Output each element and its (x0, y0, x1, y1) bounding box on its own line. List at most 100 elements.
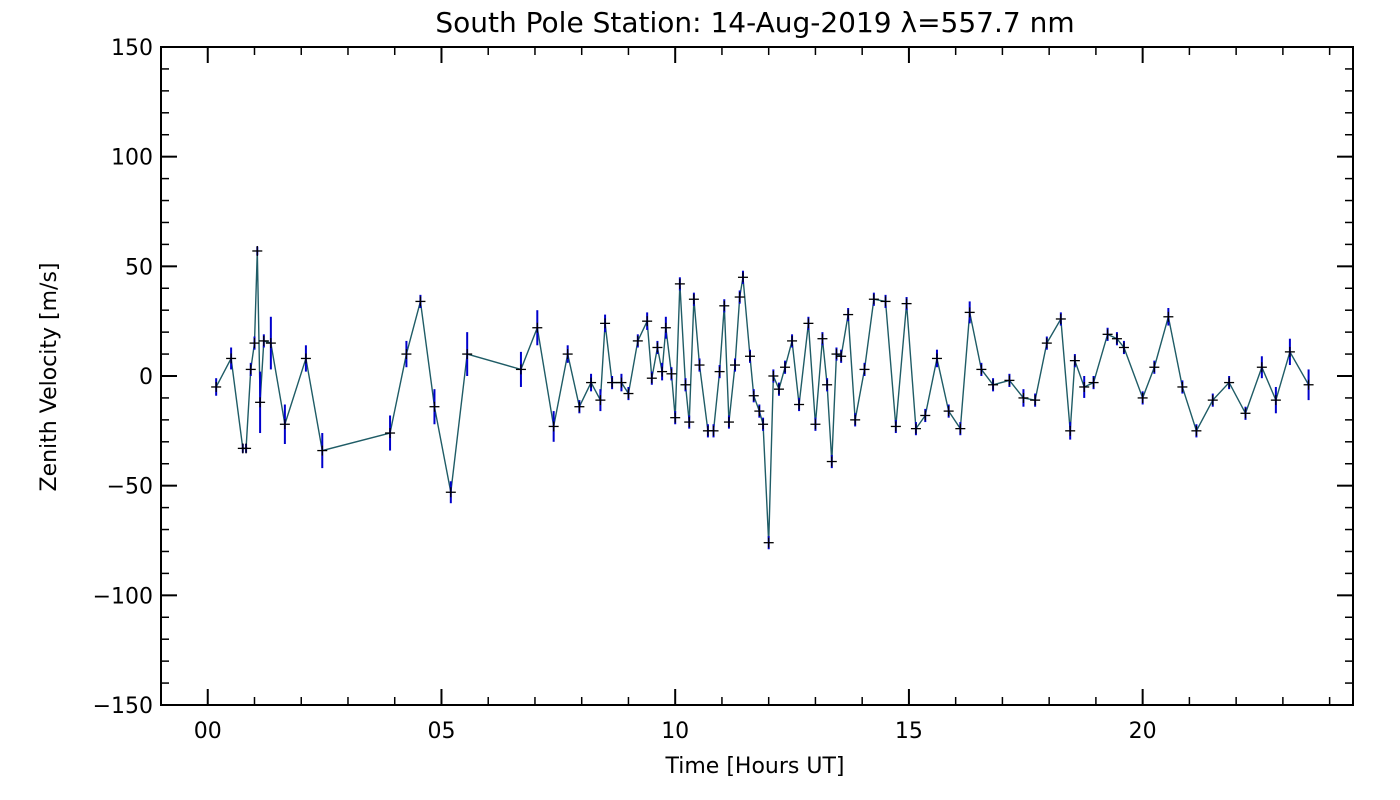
data-point-marker (265, 338, 276, 349)
data-point-marker (462, 349, 473, 360)
data-point-marker (642, 316, 653, 327)
data-point-marker (574, 401, 585, 412)
data-point-marker (670, 412, 681, 423)
x-tick-label: 15 (895, 719, 923, 744)
data-point-marker (652, 342, 663, 353)
data-point-marker (252, 245, 263, 256)
data-point-marker (258, 335, 269, 346)
data-point-marker (868, 294, 879, 305)
data-point-marker (226, 353, 237, 364)
data-point-marker (1018, 392, 1029, 403)
series-line (215, 250, 1310, 543)
data-point-marker (810, 419, 821, 430)
data-point-marker (843, 309, 854, 320)
data-point-marker (964, 307, 975, 318)
data-point-marker (607, 377, 618, 388)
x-axis-label: Time [Hours UT] (665, 754, 845, 779)
axis-tick-labels: −150 −100 −50 0 50 100 150 00 05 10 15 20 (93, 36, 1157, 744)
y-tick-label: 100 (111, 146, 153, 171)
data-point-marker (694, 360, 705, 371)
data-point-marker (880, 296, 891, 307)
data-point-marker (562, 349, 573, 360)
data-point-marker (1102, 329, 1113, 340)
data-point-marker (943, 406, 954, 417)
data-point-marker (1303, 379, 1314, 390)
y-tick-label: 0 (139, 365, 153, 390)
data-point-marker (1030, 395, 1041, 406)
data-point-marker (401, 349, 412, 360)
data-point-marker (279, 419, 290, 430)
data-point-marker (787, 335, 798, 346)
data-point-marker (1270, 395, 1281, 406)
data-point-marker (445, 487, 456, 498)
x-tick-label: 20 (1129, 719, 1157, 744)
data-point-marker (1055, 313, 1066, 324)
data-point-marker (241, 443, 252, 454)
data-point-marker (744, 351, 755, 362)
data-point-marker (723, 417, 734, 428)
data-point-marker (415, 296, 426, 307)
data-point-marker (600, 318, 611, 329)
data-point-marker (515, 364, 526, 375)
data-point-marker (931, 353, 942, 364)
data-point-marker (684, 417, 695, 428)
data-point-marker (680, 379, 691, 390)
data-point-marker (1088, 377, 1099, 388)
data-point-marker (714, 366, 725, 377)
x-tick-label: 00 (194, 719, 222, 744)
data-point-marker (660, 322, 671, 333)
data-point-marker (758, 419, 769, 430)
data-point-marker (890, 421, 901, 432)
data-point-marker (1041, 338, 1052, 349)
data-point-marker (850, 414, 861, 425)
data-point-marker (1149, 362, 1160, 373)
data-point-marker (1256, 362, 1267, 373)
data-point-marker (595, 395, 606, 406)
data-point-marker (859, 364, 870, 375)
data-point-marker (1004, 375, 1015, 386)
data-point-marker (831, 349, 842, 360)
data-point-marker (646, 373, 657, 384)
data-point-marker (623, 388, 634, 399)
y-axis-label: Zenith Velocity [m/s] (37, 263, 62, 492)
x-tick-label: 10 (661, 719, 689, 744)
data-point-marker (688, 294, 699, 305)
y-tick-label: −150 (93, 694, 153, 719)
data-point-marker (616, 377, 627, 388)
chart-title: South Pole Station: 14-Aug-2019 λ=557.7 … (435, 6, 1074, 39)
x-tick-label: 05 (427, 719, 455, 744)
data-point-marker (826, 456, 837, 467)
data-point-marker (532, 322, 543, 333)
data-point-marker (737, 272, 748, 283)
data-point-marker (1118, 342, 1129, 353)
data-point-marker (317, 445, 328, 456)
data-point-marker (836, 351, 847, 362)
data-point-marker (657, 366, 668, 377)
y-tick-label: 50 (125, 255, 153, 280)
data-point-marker (794, 399, 805, 410)
data-point-marker (666, 368, 677, 379)
data-point-marker (803, 318, 814, 329)
data-point-marker (211, 381, 222, 392)
data-point-marker (1065, 425, 1076, 436)
data-point-marker (1163, 311, 1174, 322)
data-point-marker (1137, 392, 1148, 403)
y-tick-label: −50 (107, 475, 153, 500)
data-point-marker (901, 298, 912, 309)
data-point-marker (548, 421, 559, 432)
series-line-group (215, 250, 1310, 543)
data-point-marker (734, 292, 745, 303)
data-point-marker (955, 423, 966, 434)
data-point-marker (773, 384, 784, 395)
data-point-marker (429, 401, 440, 412)
data-point-marker (255, 397, 266, 408)
data-point-marker (768, 371, 779, 381)
data-point-marker (988, 379, 999, 390)
data-point-marker (748, 390, 759, 401)
data-point-marker (249, 338, 260, 349)
data-point-marker (822, 379, 833, 390)
data-point-marker (385, 428, 396, 439)
data-point-marker (730, 360, 741, 371)
data-point-marker (300, 353, 311, 364)
